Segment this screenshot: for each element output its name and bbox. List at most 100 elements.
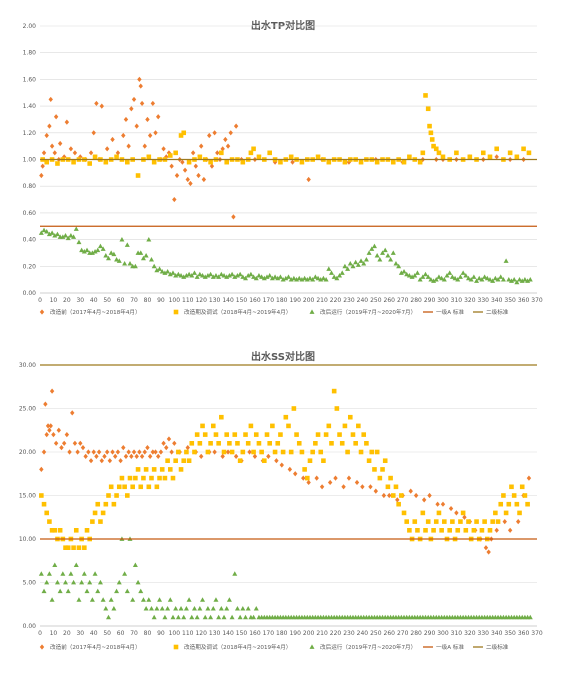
data-point [345, 266, 351, 271]
data-point [494, 146, 500, 152]
data-point [47, 427, 52, 433]
data-point [256, 273, 262, 278]
data-point [224, 274, 230, 279]
data-point [465, 275, 471, 281]
data-point [212, 449, 217, 455]
data-point [331, 388, 337, 394]
y-tick-label: 2.00 [23, 23, 37, 30]
data-point [131, 96, 137, 103]
data-point [205, 606, 211, 611]
data-point [165, 606, 171, 611]
data-point [82, 545, 87, 550]
data-point [45, 423, 51, 429]
data-point [253, 606, 259, 611]
data-point [81, 249, 87, 254]
data-point [511, 277, 517, 282]
data-point [474, 278, 480, 283]
x-tick-label: 50 [103, 630, 111, 637]
data-point [460, 270, 466, 275]
data-point [138, 484, 144, 490]
data-point [401, 269, 407, 274]
data-point [420, 150, 426, 156]
data-point [420, 510, 426, 516]
ss-chart: 出水SS对比图 0.00 5.00 10.00 15.00 20.00 25.00 30.0… [19, 350, 543, 651]
x-tick-label: 0 [38, 630, 42, 637]
x-tick-label: 190 [289, 297, 301, 304]
y-tick-label: 10.00 [19, 536, 36, 543]
data-point [146, 237, 152, 242]
x-tick-label: 80 [144, 630, 152, 637]
data-point [460, 510, 466, 516]
data-point [83, 453, 88, 459]
legend-label: 改后运行（2019年7月~2020年7月） [320, 643, 416, 651]
data-point [433, 519, 439, 524]
x-tick-label: 340 [491, 630, 503, 637]
data-point [39, 172, 44, 179]
data-point [479, 277, 485, 282]
data-point [186, 458, 192, 463]
x-tick-label: 20 [63, 630, 71, 637]
data-point [164, 445, 169, 451]
legend-item: 二级标准 [473, 643, 509, 651]
data-point [104, 146, 110, 152]
data-point [96, 449, 102, 455]
data-point [240, 606, 246, 611]
data-point [366, 250, 372, 255]
data-point [425, 106, 431, 112]
data-point [194, 274, 200, 279]
x-tick-label: 200 [303, 630, 315, 637]
data-point [253, 275, 259, 281]
x-tick-label: 280 [410, 630, 422, 637]
data-point [388, 475, 393, 481]
data-point [185, 176, 190, 183]
data-point [275, 441, 281, 446]
data-point [218, 271, 224, 277]
data-point [156, 114, 161, 120]
data-point [358, 258, 364, 263]
data-point [353, 441, 358, 446]
legend-item: 二级标准 [473, 308, 509, 316]
data-point [412, 519, 418, 524]
data-point [331, 274, 337, 279]
data-point [114, 154, 119, 160]
data-point [133, 475, 138, 481]
data-point [306, 479, 311, 486]
data-point [248, 423, 254, 429]
data-point [423, 528, 428, 533]
data-point [122, 484, 127, 490]
data-point [315, 432, 321, 437]
data-point [374, 253, 380, 258]
y-tick-label: 5.00 [23, 580, 37, 587]
y-tick-label: 0.20 [23, 263, 37, 270]
data-point [114, 257, 120, 262]
data-point [114, 493, 119, 498]
data-point [167, 153, 173, 158]
data-point [339, 270, 345, 275]
data-point [129, 106, 134, 112]
data-point [148, 257, 154, 262]
data-point [213, 432, 219, 437]
data-point [228, 130, 233, 136]
data-point [198, 143, 204, 149]
data-point [207, 132, 212, 139]
data-point [299, 159, 305, 165]
x-tick-label: 110 [182, 630, 194, 637]
data-point [99, 458, 104, 464]
x-tick-label: 80 [144, 297, 152, 304]
x-tick-label: 210 [316, 630, 328, 637]
data-point [323, 277, 329, 282]
data-point [153, 449, 158, 455]
data-point [261, 275, 267, 281]
data-point [248, 150, 254, 156]
y-tick-label: 1.80 [23, 50, 37, 57]
data-point [139, 100, 145, 107]
data-point [431, 528, 436, 533]
data-point [178, 273, 184, 278]
x-tick-label: 30 [76, 297, 84, 304]
data-point [219, 150, 224, 156]
data-point [369, 246, 375, 251]
data-point [266, 453, 271, 459]
data-point [522, 493, 528, 498]
data-point [94, 100, 99, 107]
data-point [353, 259, 359, 265]
